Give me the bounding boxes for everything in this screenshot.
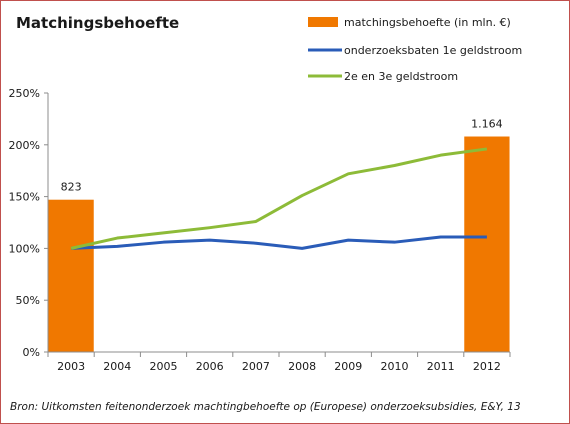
x-tick-label: 2006 (196, 360, 224, 373)
x-tick-label: 2009 (334, 360, 362, 373)
lines (70, 147, 488, 250)
bars (48, 136, 510, 352)
bar (48, 199, 94, 352)
x-tick-label: 2005 (150, 360, 178, 373)
legend-label: onderzoeksbaten 1e geldstroom (344, 44, 522, 57)
axes (44, 92, 511, 357)
legend-label: matchingsbehoefte (in mln. €) (344, 16, 511, 29)
y-tick-label: 50% (16, 294, 40, 307)
x-tick-label: 2012 (473, 360, 501, 373)
x-tick-label: 2003 (57, 360, 85, 373)
series-line (71, 235, 487, 250)
y-tick-label: 100% (9, 242, 40, 255)
chart-title: Matchingsbehoefte (16, 14, 179, 32)
ticks: 0% 50% 100% 150% 200% 250% 2003 2004 2005 2006 200… (9, 87, 501, 373)
legend-swatch (308, 17, 338, 27)
data-labels: 823 1.164 (61, 118, 503, 194)
legend: matchingsbehoefte (in mln. €) onderzoeksb… (308, 16, 522, 83)
x-tick-label: 2011 (427, 360, 455, 373)
series-line (70, 147, 488, 250)
x-tick-label: 2010 (381, 360, 409, 373)
legend-label: 2e en 3e geldstroom (344, 70, 458, 83)
y-tick-label: 150% (9, 191, 40, 204)
y-tick-label: 250% (9, 87, 40, 100)
x-tick-label: 2004 (103, 360, 131, 373)
y-tick-label: 200% (9, 139, 40, 152)
x-tick-label: 2008 (288, 360, 316, 373)
source-note: Bron: Uitkomsten feitenonderzoek machtin… (10, 401, 521, 413)
y-tick-label: 0% (23, 346, 40, 359)
bar-data-label: 823 (61, 181, 82, 194)
bar (464, 136, 510, 352)
x-tick-label: 2007 (242, 360, 270, 373)
bar-data-label: 1.164 (471, 118, 503, 131)
